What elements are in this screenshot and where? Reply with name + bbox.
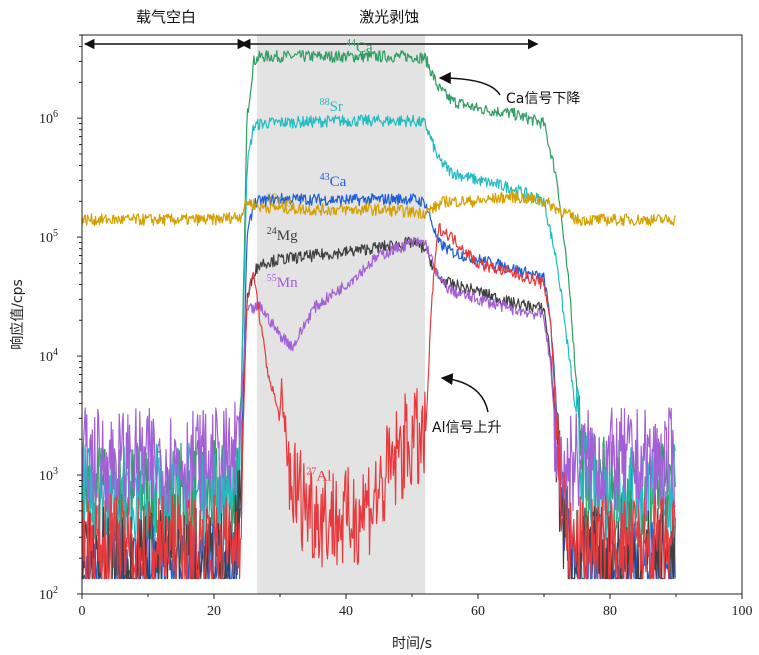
series-label-fe57: 57Fe xyxy=(267,193,292,211)
series-line-al27 xyxy=(81,222,676,580)
x-tick-label: 40 xyxy=(339,604,353,619)
series-label-ca44: 44Ca xyxy=(346,38,373,56)
series-line-fe57 xyxy=(81,190,676,227)
y-axis-title: 响应值/cps xyxy=(9,279,26,350)
y-tick-label: 106 xyxy=(39,109,58,127)
series-label-mg24: 24Mg xyxy=(267,226,298,244)
y-axis-ticks: 102 103 104 105 106 xyxy=(39,34,82,603)
phase-arrows: 载气空白 激光剥蚀 xyxy=(83,8,539,50)
x-tick-label: 0 xyxy=(79,604,86,619)
series-label-al27: 27Al xyxy=(306,466,331,484)
series-labels: 44Ca 88Sr 43Ca 57Fe 24Mg 55Mn 27Al xyxy=(267,38,373,485)
series-label-ca43: 43Ca xyxy=(320,172,347,190)
callout-text-al: Al信号上升 xyxy=(432,420,501,436)
x-tick-label: 20 xyxy=(207,604,221,619)
x-tick-label: 80 xyxy=(603,604,617,619)
shaded-region xyxy=(256,35,426,594)
series-lines xyxy=(81,49,676,580)
callout-arrow-ca xyxy=(438,72,501,96)
y-tick-label: 103 xyxy=(39,466,58,484)
callout-text-ca: Ca信号下降 xyxy=(506,91,580,107)
laser-ablation-shaded-region xyxy=(256,35,426,594)
callout-arrow-al xyxy=(440,373,489,413)
y-tick-label: 105 xyxy=(39,228,58,246)
phase-label: 载气空白 xyxy=(136,8,196,26)
x-tick-label: 60 xyxy=(471,604,485,619)
series-label-mn55: 55Mn xyxy=(267,273,298,291)
x-tick-label: 100 xyxy=(732,604,753,619)
annotations: Ca信号下降 Al信号上升 xyxy=(432,72,580,436)
y-tick-label: 104 xyxy=(39,347,58,365)
x-axis-ticks: 0 20 40 60 80 100 xyxy=(79,594,753,619)
x-axis-title: 时间/s xyxy=(392,636,432,652)
y-tick-label: 102 xyxy=(39,585,58,603)
series-line-mn55 xyxy=(81,236,676,516)
series-label-sr88: 88Sr xyxy=(320,97,343,115)
phase-label: 激光剥蚀 xyxy=(359,8,419,26)
series-line-ca44 xyxy=(81,49,676,548)
